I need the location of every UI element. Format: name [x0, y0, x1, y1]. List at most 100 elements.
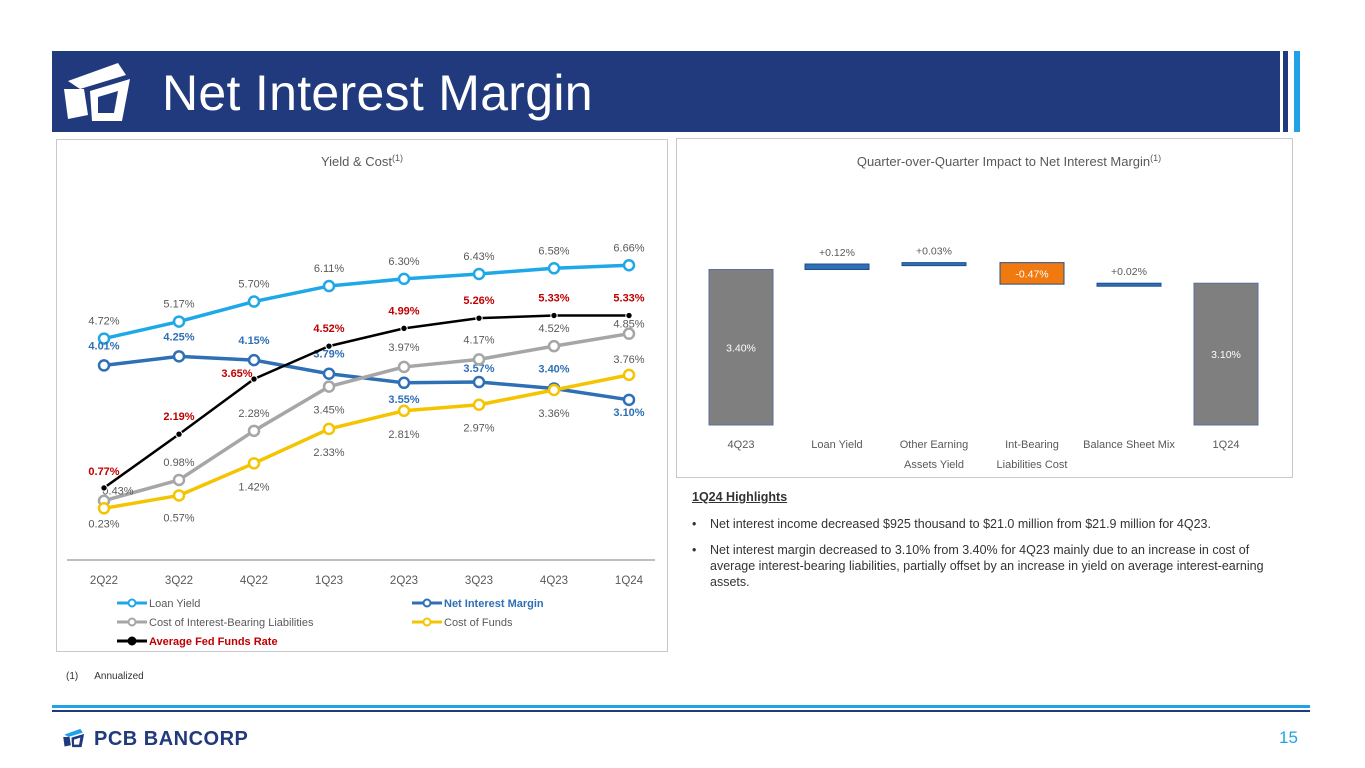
banner-stripe-blue: [1294, 51, 1300, 132]
series-group: 4.72% 5.17% 5.70% 6.11% 6.30% 6.43% 6.58% 6.66%…: [88, 242, 644, 530]
chart-title: Yield & Cost(1): [321, 153, 403, 169]
page-number: 15: [1279, 728, 1298, 747]
series-cost-of-funds: 0.23% 0.57% 1.42% 2.33% 2.81% 2.97% 3.36% 3.76%: [88, 354, 644, 530]
legend-marker: [127, 636, 137, 646]
highlight-item: • Net interest margin decreased to 3.10%…: [692, 542, 1282, 590]
data-label: 3.40%: [726, 342, 756, 354]
legend-label: Cost of Interest-Bearing Liabilities: [149, 617, 314, 629]
data-point: [550, 311, 558, 320]
data-point: [622, 393, 636, 407]
data-point: [247, 424, 261, 438]
data-label: -0.47%: [1015, 268, 1048, 280]
series-line: [103, 263, 630, 341]
bullet-icon: •: [692, 543, 697, 557]
data-label: 0.23%: [88, 518, 119, 530]
data-label: 3.45%: [313, 405, 344, 417]
data-label: 4.17%: [463, 334, 494, 346]
data-point: [322, 279, 336, 293]
chart-title: Quarter-over-Quarter Impact to Net Inter…: [857, 153, 1161, 169]
x-tick-label: 1Q23: [315, 575, 343, 587]
data-point: [547, 383, 561, 397]
x-tick-label: 2Q23: [390, 575, 418, 587]
highlights-section: 1Q24 Highlights • Net interest income de…: [692, 490, 1282, 600]
data-point: [622, 327, 636, 340]
data-label: 4.15%: [238, 335, 269, 347]
data-point: [172, 473, 186, 487]
series-loan-yield: 4.72% 5.17% 5.70% 6.11% 6.30% 6.43% 6.58% 6.66%: [88, 242, 645, 345]
banner-stripe-navy: [1283, 51, 1288, 132]
pcb-logo-icon: [64, 63, 130, 121]
data-label: 6.43%: [463, 251, 494, 263]
data-label: 4.01%: [88, 340, 119, 352]
data-label: +0.12%: [819, 247, 855, 259]
bullet-icon: •: [692, 517, 697, 531]
x-tick-label: 1Q24: [1213, 439, 1240, 451]
x-tick-label: 2Q22: [90, 575, 118, 587]
pcb-logo-icon: [63, 728, 85, 748]
data-point: [475, 314, 483, 322]
data-point: [250, 375, 258, 383]
legend-marker: [422, 617, 432, 627]
data-point: [322, 380, 336, 393]
data-label: 3.36%: [538, 408, 569, 420]
highlight-item: • Net interest income decreased $925 tho…: [692, 516, 1282, 532]
data-point: [472, 398, 486, 411]
x-tick-label: Other Earning: [900, 439, 968, 451]
highlight-text: Net interest margin decreased to 3.10% f…: [710, 543, 1264, 589]
data-label: 2.19%: [163, 411, 194, 423]
series-cost-of-interest-bearing-liabilities: 0.43% 0.98% 2.28% 3.45% 3.97% 4.17% 4.52% 4.85%: [97, 319, 645, 507]
data-label: 4.99%: [388, 305, 419, 317]
data-label: 0.43%: [102, 486, 133, 498]
footnote-text: Annualized: [94, 671, 144, 682]
nim-impact-panel: Quarter-over-Quarter Impact to Net Inter…: [676, 138, 1293, 478]
footnote-marker: (1): [66, 671, 79, 682]
waterfall-bar: [999, 262, 1065, 285]
footer-brand: PCB BANCORP: [94, 728, 249, 750]
yield-cost-panel: Yield & Cost(1) 2Q22 3Q22 4Q22 1Q23 2Q23 3Q23…: [56, 139, 668, 652]
waterfall-bar: [708, 269, 774, 426]
legend-item: Cost of Funds: [412, 617, 513, 629]
data-label: 4.52%: [538, 323, 569, 335]
data-label: 1.42%: [238, 481, 269, 493]
x-tick-label: Loan Yield: [811, 439, 862, 451]
data-label: 4.72%: [88, 316, 119, 328]
data-point: [172, 315, 186, 328]
waterfall-bars: 3.40% +0.12% +0.03% -0.47% +0.02% 3.10%: [708, 246, 1259, 426]
data-point: [247, 295, 261, 308]
legend-label: Average Fed Funds Rate: [149, 636, 278, 648]
data-label: 4.52%: [313, 323, 344, 335]
data-label: 3.76%: [613, 354, 644, 366]
data-point: [397, 376, 411, 390]
legend-marker: [422, 598, 432, 608]
series-average-fed-funds-rate: 0.77% 2.19% 3.65% 4.52% 4.99% 5.26% 5.33% 5.33%: [88, 293, 645, 492]
data-label: 2.28%: [238, 408, 269, 420]
data-point: [247, 457, 261, 470]
data-point: [100, 484, 108, 492]
data-point: [97, 502, 111, 515]
data-label: 5.33%: [613, 293, 644, 305]
data-label: 3.79%: [313, 349, 344, 361]
x-tick-label: 4Q22: [240, 575, 268, 587]
nim-waterfall-chart: Quarter-over-Quarter Impact to Net Inter…: [708, 153, 1259, 471]
legend-item: Cost of Interest-Bearing Liabilities: [117, 617, 314, 629]
footer-rule-navy: [52, 710, 1310, 712]
page-title: Net Interest Margin: [162, 65, 593, 121]
data-point: [325, 342, 333, 350]
data-label: 3.97%: [388, 342, 419, 354]
data-point: [247, 353, 261, 367]
x-tick-label: Balance Sheet Mix: [1083, 439, 1175, 451]
waterfall-bar: [901, 262, 967, 267]
data-point: [472, 375, 486, 389]
data-label: 5.17%: [163, 299, 194, 311]
data-label: 6.66%: [613, 242, 644, 254]
data-label: 2.81%: [388, 429, 419, 441]
data-label: 6.11%: [314, 263, 345, 275]
data-point: [97, 332, 111, 345]
series-line: [103, 373, 630, 511]
data-point: [622, 368, 636, 382]
x-tick-label: 4Q23: [728, 439, 755, 451]
legend-item: Net Interest Margin: [412, 598, 544, 610]
highlight-text: Net interest income decreased $925 thous…: [710, 517, 1211, 531]
data-label: 6.58%: [538, 245, 569, 257]
data-label: 5.70%: [238, 279, 269, 291]
